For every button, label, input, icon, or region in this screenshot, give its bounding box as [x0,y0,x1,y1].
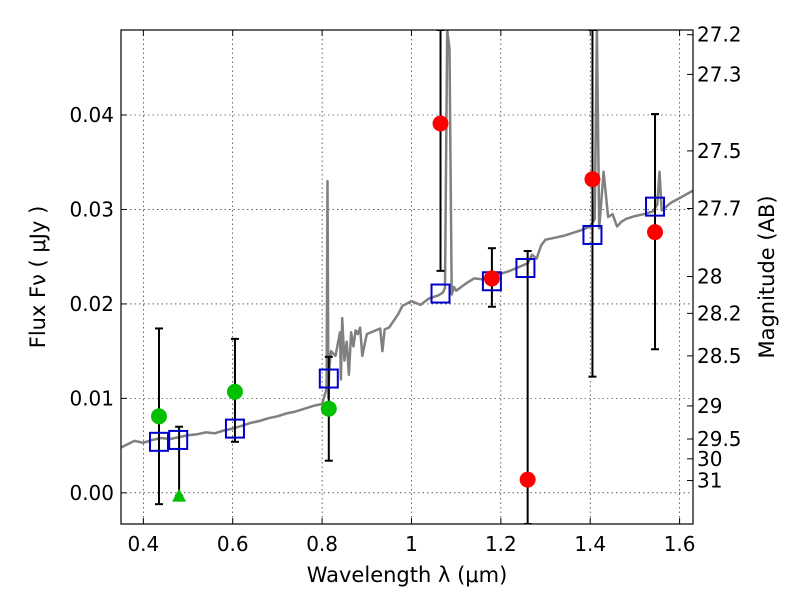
y-tick-label: 0.04 [69,103,114,127]
y2-tick-label: 28.5 [697,344,742,368]
spectrum-layer [121,30,693,449]
y2-tick-label: 27.7 [697,197,742,221]
model-photometry-marker [430,283,451,304]
y2-tick-label: 30 [697,447,722,471]
model-photometry-marker [318,368,339,389]
model-photometry-marker [582,224,603,245]
observed-flux-marker [432,115,449,132]
y-tick-label: 0.02 [69,292,114,316]
x-tick-label: 1 [405,532,418,556]
upper-limit-marker [172,488,187,502]
observed-flux-marker [150,408,167,425]
y2-tick-label: 27.2 [697,23,742,47]
model-photometry-marker [645,196,666,217]
observed-flux-marker [483,270,500,287]
y2-tick-label: 31 [697,469,722,493]
y-tick-label: 0.01 [69,386,114,410]
y2-tick-label: 29 [697,394,722,418]
x-tick-label: 0.6 [217,532,249,556]
observed-flux-marker [584,171,601,188]
errorbar-layer [154,30,660,524]
observed-flux-marker [320,400,337,417]
x-tick-label: 0.8 [306,532,338,556]
x-tick-label: 1.6 [664,532,696,556]
observed-flux-marker [519,471,536,488]
x-axis-label: Wavelength λ (μm) [307,563,508,587]
plot-frame [120,29,694,525]
observed-flux-marker [226,383,243,400]
marker-layer [148,115,666,502]
y-tick-label: 0.00 [69,481,114,505]
y-tick-label: 0.03 [69,197,114,221]
tick-layer: 0.4 0.6 0.8 1 1.2 1.4 1.6 0.00 0.01 0.02 0.03 0.04 2… [69,23,741,556]
observed-flux-marker [647,224,664,241]
grid [121,30,693,524]
x-tick-label: 1.2 [485,532,517,556]
spectrum-line [121,30,693,449]
y2-tick-label: 28 [697,265,722,289]
x-tick-label: 1.4 [574,532,606,556]
y2-axis-label: Magnitude (AB) [755,195,779,358]
y2-tick-label: 27.5 [697,139,742,163]
y2-tick-label: 27.3 [697,62,742,86]
model-photometry-marker [515,258,536,279]
model-photometry-marker [168,429,189,450]
y2-tick-label: 28.2 [697,301,742,325]
model-photometry-marker [148,431,169,452]
y2-tick-label: 29.5 [697,427,742,451]
model-photometry-marker [224,418,245,439]
y-axis-label: Flux Fν ( μJy ) [26,206,50,349]
x-tick-label: 0.4 [127,532,159,556]
